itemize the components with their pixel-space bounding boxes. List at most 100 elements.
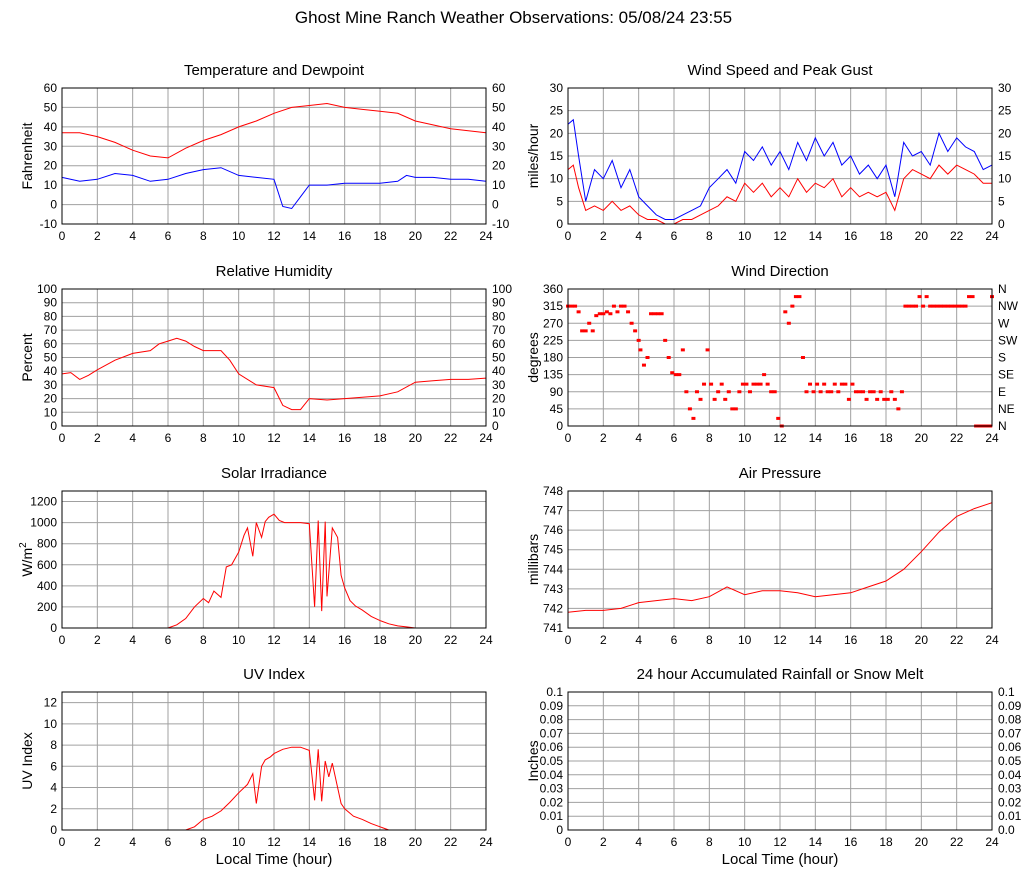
x-tick-label: 0 <box>565 633 572 647</box>
y-tick-label: 60 <box>44 337 58 351</box>
data-point <box>871 390 876 394</box>
right-tick-label: 60 <box>492 337 506 351</box>
y-tick-label: 743 <box>543 582 563 596</box>
x-tick-label: 0 <box>59 835 66 849</box>
data-point <box>829 390 834 394</box>
data-point <box>850 382 855 386</box>
chart-title: Temperature and Dewpoint <box>184 62 365 79</box>
data-point <box>719 382 724 386</box>
y-tick-label: 360 <box>543 282 563 296</box>
y-tick-label: 8 <box>50 738 57 752</box>
x-tick-label: 20 <box>915 431 929 445</box>
series-line <box>567 502 993 613</box>
x-tick-label: 10 <box>738 229 752 243</box>
y-tick-label: 0 <box>50 621 57 635</box>
data-point <box>751 382 756 386</box>
y-tick-label: 800 <box>37 537 57 551</box>
x-tick-label: 6 <box>165 835 172 849</box>
chart-rain: 24 hour Accumulated Rainfall or Snow Mel… <box>525 666 1022 868</box>
x-tick-label: 12 <box>773 431 787 445</box>
data-point <box>952 304 957 308</box>
y-tick-label: 80 <box>44 309 58 323</box>
data-point <box>694 390 699 394</box>
right-tick-label: 0 <box>492 198 499 212</box>
x-tick-label: 8 <box>200 229 207 243</box>
y-tick-label: 0 <box>50 823 57 837</box>
y-axis-label: millibars <box>525 534 541 585</box>
x-tick-label: 12 <box>267 835 281 849</box>
x-tick-label: 0 <box>565 229 572 243</box>
y-tick-label: 4 <box>50 781 57 795</box>
x-tick-label: 20 <box>409 431 423 445</box>
x-tick-label: 14 <box>303 633 317 647</box>
y-tick-label: 746 <box>543 523 563 537</box>
y-axis-label: W/m2 <box>18 542 35 577</box>
y-tick-label: 0.06 <box>540 740 564 754</box>
x-tick-label: 12 <box>267 633 281 647</box>
data-point <box>804 390 809 394</box>
y-tick-label: 0.07 <box>540 726 564 740</box>
x-tick-label: 16 <box>338 431 352 445</box>
right-tick-label: 25 <box>998 104 1012 118</box>
y-tick-label: 90 <box>550 385 564 399</box>
data-point <box>583 329 588 333</box>
y-tick-label: 180 <box>543 351 563 365</box>
plot-frame <box>567 288 993 427</box>
y-tick-label: 270 <box>543 316 563 330</box>
right-tick-label: 40 <box>492 120 506 134</box>
x-tick-label: 20 <box>409 633 423 647</box>
series-line <box>567 118 993 220</box>
data-point <box>931 304 936 308</box>
y-tick-label: 25 <box>550 104 564 118</box>
chart-title: Wind Direction <box>731 263 829 280</box>
y-tick-label: 600 <box>37 558 57 572</box>
x-tick-label: 10 <box>738 633 752 647</box>
x-tick-label: 18 <box>879 633 893 647</box>
data-point <box>597 312 602 316</box>
y-tick-label: 10 <box>44 717 58 731</box>
x-axis-label: Local Time (hour) <box>216 851 333 868</box>
x-tick-label: 12 <box>773 835 787 849</box>
data-point <box>569 304 574 308</box>
y-tick-label: 0 <box>556 823 563 837</box>
right-tick-label: NE <box>998 402 1015 416</box>
x-tick-label: 6 <box>165 633 172 647</box>
right-tick-label: 80 <box>492 309 506 323</box>
y-tick-label: 200 <box>37 600 57 614</box>
right-tick-label: 0.02 <box>998 795 1022 809</box>
series-line <box>62 746 486 831</box>
right-tick-label: 0.08 <box>998 713 1022 727</box>
data-point <box>580 329 585 333</box>
x-tick-label: 8 <box>200 835 207 849</box>
x-tick-label: 16 <box>844 229 858 243</box>
x-tick-label: 24 <box>985 835 999 849</box>
y-tick-label: 40 <box>44 364 58 378</box>
right-tick-label: 0.06 <box>998 740 1022 754</box>
x-axis-label: Local Time (hour) <box>722 851 839 868</box>
data-point <box>594 314 599 318</box>
right-tick-label: N <box>998 419 1007 433</box>
y-tick-label: 10 <box>44 405 58 419</box>
x-tick-label: 10 <box>232 431 246 445</box>
data-point <box>684 390 689 394</box>
y-tick-label: 741 <box>543 621 563 635</box>
data-point <box>670 371 675 375</box>
y-tick-label: 0 <box>556 419 563 433</box>
x-tick-label: 18 <box>373 835 387 849</box>
y-tick-label: 10 <box>44 178 58 192</box>
data-point <box>576 310 581 314</box>
data-point <box>601 312 606 316</box>
right-tick-label: W <box>998 316 1010 330</box>
x-tick-label: 14 <box>809 431 823 445</box>
data-point <box>649 312 654 316</box>
data-point <box>656 312 661 316</box>
x-tick-label: 24 <box>985 229 999 243</box>
right-tick-label: NW <box>998 299 1019 313</box>
y-tick-label: 50 <box>44 351 58 365</box>
x-tick-label: 20 <box>915 229 929 243</box>
right-tick-label: 0 <box>492 419 499 433</box>
y-tick-label: 30 <box>550 81 564 95</box>
x-tick-label: 10 <box>738 431 752 445</box>
data-point <box>590 329 595 333</box>
x-tick-label: 8 <box>706 431 713 445</box>
